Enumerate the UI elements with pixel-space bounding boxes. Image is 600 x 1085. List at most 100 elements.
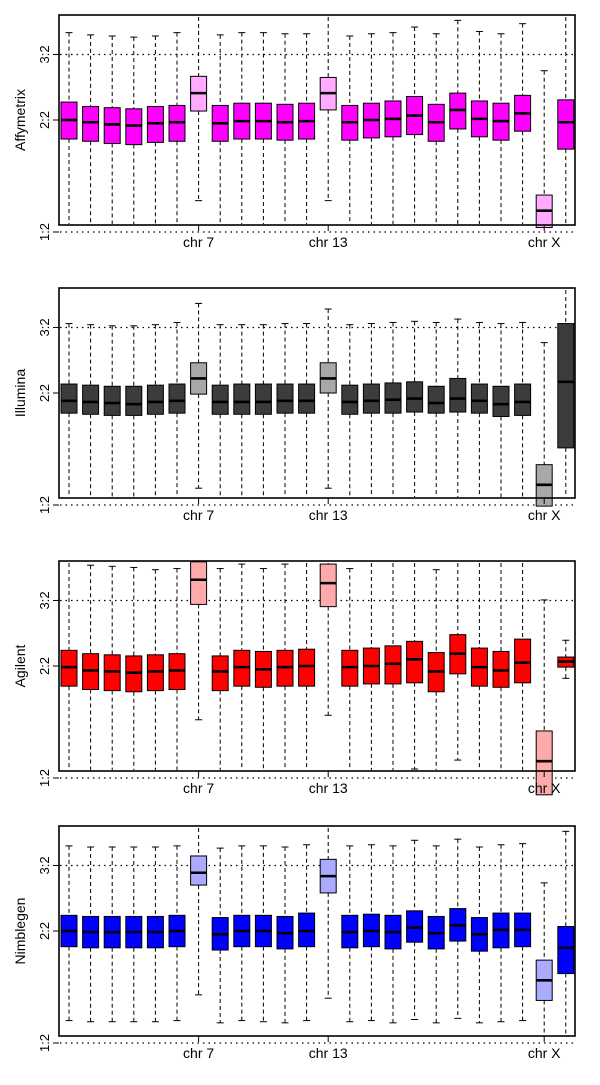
box-16	[384, 845, 402, 1024]
box-17	[406, 839, 424, 1020]
box-6	[168, 32, 186, 224]
box-8	[211, 34, 229, 224]
box-7	[190, 561, 208, 721]
box-3	[103, 846, 121, 1023]
box-24	[557, 830, 575, 1035]
box-body	[82, 384, 100, 415]
box-24	[557, 290, 575, 497]
box-19	[449, 838, 467, 1019]
box-18	[427, 33, 445, 224]
box-22	[514, 563, 532, 770]
box-13	[319, 563, 337, 716]
box-body	[146, 384, 164, 415]
x-tick-label-chr-7: chr 7	[183, 780, 214, 796]
box-15	[362, 33, 380, 224]
box-15	[362, 323, 380, 497]
box-3	[103, 565, 121, 770]
x-tick-label-chr-x: chr X	[528, 1045, 561, 1061]
y-tick-label-2-2: 2:2	[37, 384, 52, 402]
box-22	[514, 321, 532, 497]
box-23	[535, 599, 553, 796]
box-body	[384, 382, 402, 414]
box-5	[146, 846, 164, 1023]
box-14	[341, 35, 359, 224]
box-body	[211, 384, 229, 415]
box-22	[514, 843, 532, 1022]
box-body	[470, 383, 488, 414]
box-body	[103, 385, 121, 416]
box-3	[103, 35, 121, 224]
box-body	[341, 384, 359, 415]
x-tick-label-chr-x: chr X	[528, 507, 561, 523]
box-17	[406, 563, 424, 770]
box-7	[190, 302, 208, 489]
box-9	[233, 324, 251, 497]
box-2	[82, 324, 100, 497]
box-body	[406, 640, 424, 684]
box-4	[125, 325, 143, 497]
box-body	[190, 855, 208, 886]
box-20	[470, 846, 488, 1024]
box-19	[449, 563, 467, 761]
box-23	[535, 882, 553, 1035]
y-tick-label-3-2: 3:2	[37, 856, 52, 874]
box-6	[168, 568, 186, 770]
box-21	[492, 844, 510, 1023]
box-11	[276, 846, 294, 1024]
box-1	[60, 845, 78, 1022]
box-body	[514, 383, 532, 416]
x-tick-label-chr-7: chr 7	[183, 507, 214, 523]
box-9	[233, 563, 251, 770]
box-body	[254, 383, 272, 415]
box-10	[254, 568, 272, 770]
box-12	[298, 33, 316, 224]
x-tick-label-chr-x: chr X	[528, 234, 561, 250]
box-11	[276, 563, 294, 770]
box-8	[211, 324, 229, 497]
y-tick-label-3-2: 3:2	[37, 318, 52, 336]
box-body	[514, 638, 532, 684]
box-body	[276, 383, 294, 414]
box-body	[82, 106, 100, 142]
panel-illumina: 1:2 2:2 3:2 Illumina chr 7 chr 13 chr X	[12, 287, 576, 523]
x-tick-label-chr-13: chr 13	[309, 234, 348, 250]
box-13	[319, 308, 337, 489]
box-body	[535, 730, 553, 796]
box-12	[298, 323, 316, 497]
box-18	[427, 569, 445, 770]
box-3	[103, 325, 121, 497]
box-23	[535, 70, 553, 229]
box-1	[60, 563, 78, 770]
y-tick-label-3-2: 3:2	[37, 45, 52, 63]
x-tick-label-chr-7: chr 7	[183, 234, 214, 250]
box-body	[125, 385, 143, 416]
box-1	[60, 323, 78, 497]
box-20	[470, 321, 488, 497]
box-2	[82, 846, 100, 1023]
box-8	[211, 568, 229, 770]
box-2	[82, 564, 100, 770]
y-axis-label: Affymetrix	[12, 89, 28, 151]
box-11	[276, 323, 294, 497]
box-23	[535, 342, 553, 507]
box-14	[341, 568, 359, 770]
box-21	[492, 563, 510, 770]
box-15	[362, 563, 380, 770]
y-tick-label-3-2: 3:2	[37, 591, 52, 609]
box-2	[82, 34, 100, 224]
box-21	[492, 323, 510, 497]
box-body	[406, 381, 424, 413]
panel-nimblegen: 1:2 2:2 3:2 Nimblegen chr 7 chr 13 chr X	[12, 825, 576, 1061]
box-1	[60, 32, 78, 224]
y-tick-label-2-2: 2:2	[37, 111, 52, 129]
box-17	[406, 320, 424, 497]
box-13	[319, 828, 337, 999]
box-14	[341, 845, 359, 1023]
box-8	[211, 847, 229, 1024]
box-body	[449, 377, 467, 413]
box-4	[125, 846, 143, 1023]
y-axis-label: Illumina	[12, 369, 28, 417]
box-body	[362, 383, 380, 414]
box-13	[319, 17, 337, 202]
box-9	[233, 32, 251, 224]
